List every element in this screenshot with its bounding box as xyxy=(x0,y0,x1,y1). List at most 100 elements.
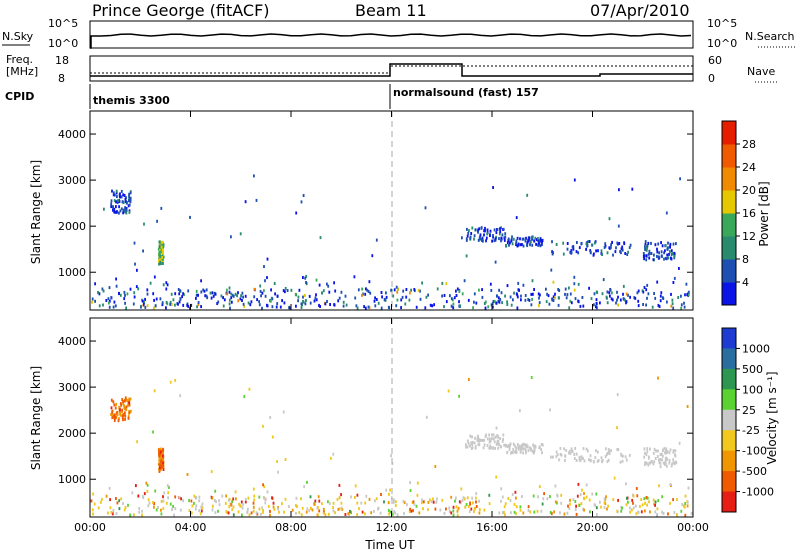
range-gate-cell xyxy=(112,400,115,404)
range-gate-cell xyxy=(595,249,597,253)
range-gate-cell xyxy=(198,509,201,513)
range-gate-cell xyxy=(114,406,117,410)
range-gate-cell xyxy=(162,454,164,458)
range-gate-cell xyxy=(431,304,434,308)
range-gate-cell xyxy=(562,252,565,256)
colorbar-tick-label: 500 xyxy=(742,363,763,376)
range-gate-cell xyxy=(675,242,677,246)
range-gate-cell xyxy=(108,305,111,309)
range-gate-cell xyxy=(647,463,650,467)
range-gate-cell xyxy=(159,249,161,252)
range-gate-cell xyxy=(111,416,114,420)
range-gate-cell xyxy=(471,446,474,450)
range-gate-cell xyxy=(162,262,164,265)
range-gate-cell xyxy=(564,454,567,458)
range-gate-cell xyxy=(519,243,522,247)
range-gate-cell xyxy=(478,511,481,515)
range-gate-cell xyxy=(230,235,232,239)
range-gate-cell xyxy=(459,304,462,308)
range-gate-cell xyxy=(445,507,447,511)
range-gate-cell xyxy=(536,509,539,513)
range-gate-cell xyxy=(470,232,473,235)
range-gate-cell xyxy=(683,505,686,509)
range-gate-cell xyxy=(662,448,664,452)
range-gate-cell xyxy=(456,287,459,291)
range-gate-cell xyxy=(606,301,609,305)
range-gate-cell xyxy=(473,234,476,238)
range-gate-cell xyxy=(124,206,126,210)
range-gate-cell xyxy=(488,433,490,437)
range-gate-cell xyxy=(160,449,163,453)
range-gate-cell xyxy=(625,301,627,305)
range-gate-cell xyxy=(595,305,597,309)
range-gate-cell xyxy=(533,239,535,243)
range-gate-cell xyxy=(526,241,529,245)
range-gate-cell xyxy=(510,511,512,515)
range-gate-cell xyxy=(465,238,468,242)
range-gate-cell xyxy=(492,446,495,450)
range-gate-cell xyxy=(499,444,502,448)
range-gate-cell xyxy=(258,300,260,304)
range-gate-cell xyxy=(91,300,93,304)
range-gate-cell xyxy=(629,506,631,510)
range-gate-cell xyxy=(597,249,599,253)
range-gate-cell xyxy=(652,462,655,466)
range-gate-cell xyxy=(541,451,543,455)
range-gate-cell xyxy=(218,499,220,503)
range-gate-cell xyxy=(253,498,256,502)
range-gate-cell xyxy=(256,298,258,302)
range-gate-cell xyxy=(197,301,200,304)
range-gate-cell xyxy=(501,233,504,237)
range-gate-cell xyxy=(155,297,158,301)
range-gate-cell xyxy=(169,502,172,506)
colorbar-swatch xyxy=(722,190,736,214)
range-gate-cell xyxy=(481,438,484,442)
range-gate-cell xyxy=(128,192,130,196)
range-gate-cell xyxy=(417,288,420,292)
range-gate-cell xyxy=(595,492,598,496)
range-gate-cell xyxy=(113,199,116,203)
range-gate-cell xyxy=(461,236,463,240)
range-gate-cell xyxy=(616,448,619,451)
range-gate-cell xyxy=(108,286,111,290)
range-gate-cell xyxy=(564,459,566,463)
range-gate-cell xyxy=(661,296,664,300)
range-gate-cell xyxy=(492,235,494,239)
range-gate-cell xyxy=(114,416,117,420)
range-gate-cell xyxy=(305,510,308,514)
range-gate-cell xyxy=(113,419,116,422)
range-gate-cell xyxy=(253,494,256,498)
range-gate-cell xyxy=(570,250,573,254)
range-gate-cell xyxy=(397,287,399,291)
range-gate-cell xyxy=(259,284,262,288)
range-gate-cell xyxy=(520,294,522,298)
range-gate-cell xyxy=(305,299,307,302)
range-gate-cell xyxy=(445,282,448,286)
range-gate-cell xyxy=(454,499,456,503)
range-gate-cell xyxy=(659,458,662,461)
range-gate-cell xyxy=(510,239,513,243)
range-gate-cell xyxy=(657,242,660,246)
range-gate-cell xyxy=(545,300,548,304)
range-gate-cell xyxy=(179,508,182,512)
range-gate-cell xyxy=(361,287,363,291)
range-gate-cell xyxy=(483,508,486,512)
range-gate-cell xyxy=(668,461,671,465)
range-gate-cell xyxy=(552,280,555,284)
range-gate-cell xyxy=(650,241,652,245)
range-gate-cell xyxy=(478,288,480,292)
range-gate-cell xyxy=(615,301,617,305)
range-gate-cell xyxy=(595,301,598,305)
range-gate-cell xyxy=(467,505,470,509)
range-gate-cell xyxy=(510,451,513,455)
range-gate-cell xyxy=(657,303,660,307)
range-gate-cell xyxy=(548,302,551,306)
range-gate-cell xyxy=(332,501,335,505)
range-gate-cell xyxy=(141,299,144,303)
range-gate-cell xyxy=(497,299,500,303)
range-gate-cell xyxy=(186,473,189,476)
range-gate-cell xyxy=(436,287,439,291)
range-gate-cell xyxy=(142,302,145,306)
range-gate-cell xyxy=(585,447,588,451)
range-gate-cell xyxy=(475,500,477,504)
